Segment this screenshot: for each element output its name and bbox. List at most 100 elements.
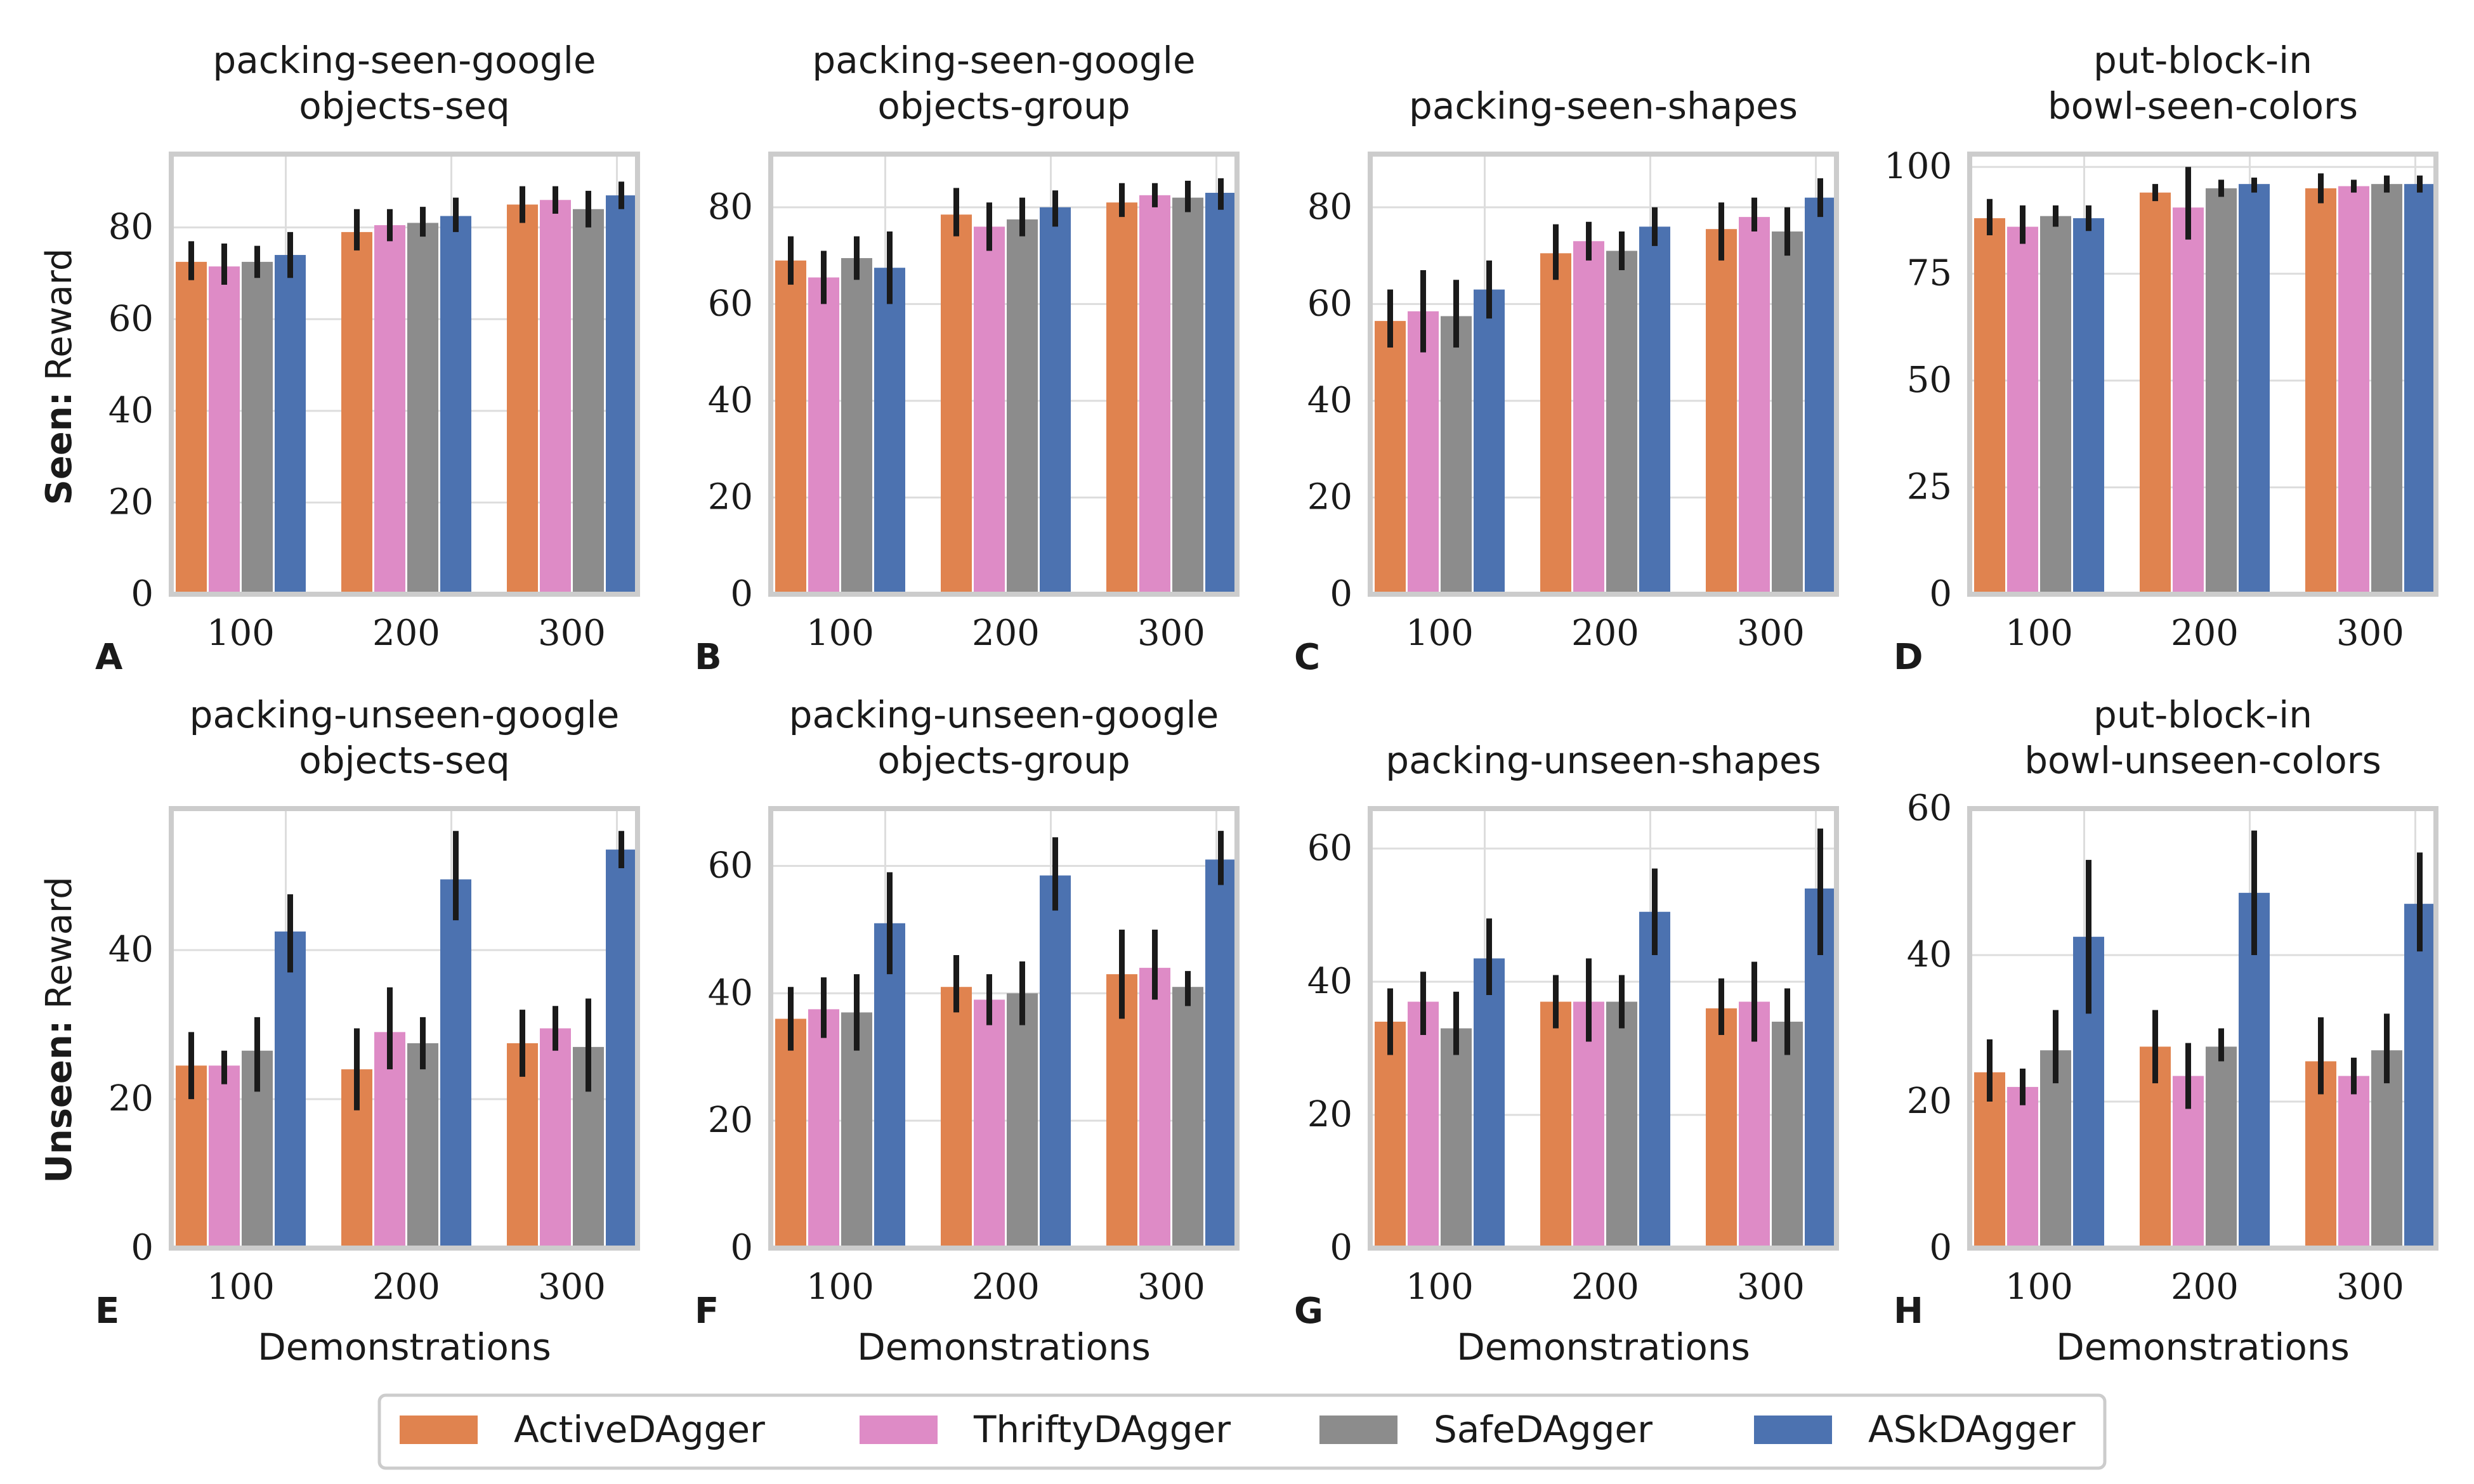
panel-d-bar-thriftydagger-100 [2007, 226, 2038, 594]
panel-a-ytick-label: 40 [108, 390, 154, 431]
panel-a-xtick-label: 300 [538, 613, 606, 654]
panel-c-bar-askdagger-200 [1639, 226, 1670, 594]
panel-d-bar-safedagger-100 [2040, 216, 2071, 594]
panel-a-letter: A [95, 637, 123, 678]
panel-g-bar-safedagger-300 [1772, 1022, 1803, 1248]
panel-f-title-line: packing-unseen-google [789, 693, 1219, 736]
panel-d-frame [1967, 152, 2438, 597]
legend-label-activedagger: ActiveDAgger [514, 1408, 765, 1451]
legend-swatch-askdagger [1754, 1416, 1832, 1444]
panel-f-letter: F [695, 1291, 719, 1332]
panel-f-bar-thriftydagger-200 [974, 999, 1005, 1248]
panel-d-bar-safedagger-300 [2371, 184, 2402, 594]
panel-e-bar-thriftydagger-300 [540, 1028, 571, 1248]
panel-c-bar-activedagger-100 [1375, 321, 1406, 594]
panel-f-xtick-label: 100 [806, 1266, 874, 1308]
panel-e-ytick-label: 20 [108, 1078, 154, 1119]
panel-d-title-line: put-block-in [2093, 39, 2312, 82]
panel-e-bar-askdagger-300 [606, 849, 637, 1248]
panel-d-ytick-label: 25 [1907, 467, 1952, 508]
panel-c-bar-safedagger-200 [1606, 251, 1637, 594]
panel-d-xtick-label: 100 [2005, 613, 2073, 654]
panel-f-xlabel: Demonstrations [857, 1325, 1151, 1369]
panel-g-ytick-label: 20 [1307, 1094, 1352, 1135]
panel-d-bar-askdagger-300 [2404, 184, 2435, 594]
panel-h-ytick-label: 60 [1907, 788, 1952, 829]
panel-b-bar-thriftydagger-300 [1139, 195, 1170, 594]
panel-a-ytick-label: 60 [108, 298, 154, 339]
panel-a-bar-safedagger-300 [573, 209, 604, 594]
panel-g-xtick-label: 200 [1571, 1266, 1639, 1308]
panel-d-xtick-label: 200 [2171, 613, 2239, 654]
panel-b-title-line: packing-seen-google [812, 39, 1195, 82]
panel-h-xtick-label: 200 [2171, 1266, 2239, 1308]
panel-h-bar-thriftydagger-100 [2007, 1086, 2038, 1248]
panel-d-xtick-label: 300 [2336, 613, 2404, 654]
legend-label-askdagger: ASkDAgger [1868, 1408, 2076, 1451]
panel-c-ytick-label: 40 [1307, 380, 1352, 421]
row-label-seen-bold: Seen: [39, 392, 80, 505]
panel-c-bar-thriftydagger-200 [1573, 241, 1604, 594]
panel-b-ytick-label: 60 [708, 283, 753, 324]
panel-g-ytick-label: 60 [1307, 828, 1352, 869]
panel-f-frame [768, 806, 1240, 1251]
panel-f-bar-safedagger-200 [1007, 993, 1038, 1248]
panel-e-xtick-label: 300 [538, 1266, 606, 1308]
panel-b-letter: B [695, 637, 722, 678]
panel-b: 0 20 40 60 80 100 200 300 Bpacking-seen-googleob… [695, 39, 1240, 678]
panel-e-xlabel: Demonstrations [258, 1325, 551, 1369]
panel-c-ytick-label: 80 [1307, 186, 1352, 228]
panel-g-bar-safedagger-100 [1441, 1028, 1472, 1248]
panel-b-frame [768, 152, 1240, 597]
panel-d: 0 25 50 75 100 100 200 300 Dput-block-inbowl-see… [1884, 39, 2438, 678]
panel-g-xtick-label: 100 [1406, 1266, 1474, 1308]
panel-d-bar-askdagger-200 [2239, 184, 2270, 594]
panel-d-bar-askdagger-100 [2073, 218, 2104, 594]
panel-e-xtick-label: 100 [207, 1266, 275, 1308]
panel-f: 0 20 40 60 100 200 300 Fpacking-unseen-googleob… [695, 693, 1240, 1369]
panel-c-xtick-label: 300 [1737, 613, 1805, 654]
legend-label-safedagger: SafeDAgger [1434, 1408, 1653, 1451]
panel-c-ytick-label: 60 [1307, 283, 1352, 324]
panel-b-bar-askdagger-100 [874, 268, 905, 594]
panel-a-bar-askdagger-100 [275, 255, 306, 595]
panel-b-bar-activedagger-300 [1106, 202, 1137, 594]
panel-b-ytick-label: 40 [708, 380, 753, 421]
panel-h-ytick-label: 20 [1907, 1081, 1952, 1122]
panel-g-bar-thriftydagger-300 [1739, 1001, 1770, 1248]
panel-e-bar-activedagger-300 [507, 1043, 538, 1248]
panel-c-letter: C [1294, 637, 1320, 678]
panel-h-bar-safedagger-200 [2206, 1046, 2237, 1248]
legend-frame [377, 1393, 2107, 1470]
panel-h-bar-askdagger-300 [2404, 904, 2435, 1248]
panel-b-ytick-label: 0 [730, 573, 753, 615]
panel-c-bar-activedagger-300 [1706, 229, 1737, 594]
panel-c-xtick-label: 200 [1571, 613, 1639, 654]
panel-b-bar-safedagger-300 [1172, 197, 1203, 595]
panel-a-bar-safedagger-200 [407, 223, 438, 594]
panel-a-ytick-label: 20 [108, 481, 154, 523]
panel-a-bar-activedagger-300 [507, 204, 538, 594]
panel-c-bar-activedagger-200 [1540, 253, 1571, 594]
panel-c-bar-askdagger-100 [1474, 289, 1505, 594]
panel-g-title-line: packing-unseen-shapes [1385, 739, 1821, 782]
row-label-unseen-bold: Unseen: [39, 1020, 80, 1183]
panel-h-letter: H [1894, 1291, 1923, 1332]
panel-e: 0 20 40 100 200 300 Epacking-unseen-googleobje… [95, 693, 640, 1369]
panel-h-xlabel: Demonstrations [2056, 1325, 2350, 1369]
panel-c-bar-safedagger-300 [1772, 231, 1803, 594]
panel-b-bar-safedagger-100 [841, 257, 872, 594]
panel-d-bar-thriftydagger-300 [2338, 186, 2369, 595]
panel-g-xtick-label: 300 [1737, 1266, 1805, 1308]
legend-swatch-safedagger [1319, 1416, 1397, 1444]
panel-f-xtick-label: 200 [972, 1266, 1040, 1308]
panel-g-bar-askdagger-100 [1474, 958, 1505, 1248]
panel-e-letter: E [95, 1291, 119, 1332]
panel-g-bar-thriftydagger-100 [1408, 1001, 1439, 1248]
panel-d-ytick-label: 0 [1929, 573, 1952, 615]
panel-g-xlabel: Demonstrations [1456, 1325, 1750, 1369]
panel-d-bar-activedagger-100 [1974, 218, 2005, 594]
